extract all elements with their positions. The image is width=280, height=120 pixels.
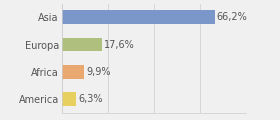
Text: 66,2%: 66,2% bbox=[216, 12, 247, 22]
Bar bbox=[62, 10, 214, 24]
Text: 17,6%: 17,6% bbox=[104, 40, 135, 50]
Bar bbox=[62, 38, 102, 51]
Text: 9,9%: 9,9% bbox=[86, 67, 111, 77]
Bar bbox=[62, 65, 85, 79]
Bar bbox=[62, 92, 76, 106]
Text: 6,3%: 6,3% bbox=[78, 94, 102, 104]
